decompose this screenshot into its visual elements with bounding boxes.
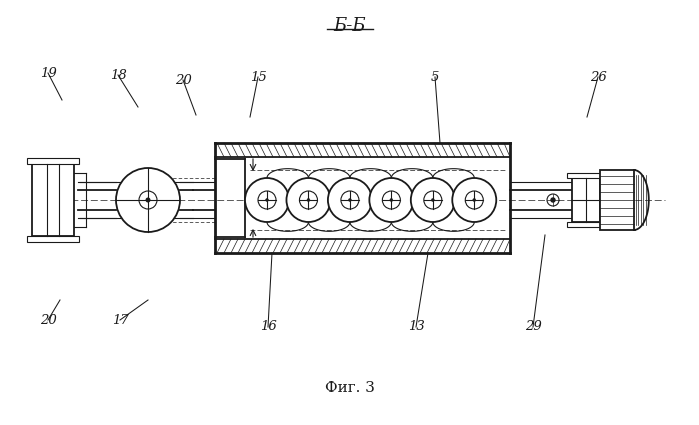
Circle shape [466, 191, 483, 209]
Circle shape [341, 191, 359, 209]
Circle shape [382, 191, 401, 209]
Text: 29: 29 [525, 320, 541, 334]
Circle shape [390, 198, 393, 201]
Bar [572, 178, 600, 222]
Circle shape [116, 168, 180, 232]
Text: 5: 5 [431, 71, 439, 83]
Circle shape [266, 198, 268, 201]
Text: 20: 20 [40, 314, 57, 326]
Circle shape [287, 178, 331, 222]
Bar [600, 170, 634, 230]
Circle shape [328, 178, 372, 222]
Circle shape [551, 198, 555, 202]
Text: Фиг. 3: Фиг. 3 [325, 381, 375, 395]
Bar [27, 236, 79, 242]
Bar [567, 222, 605, 227]
Circle shape [369, 178, 413, 222]
Text: 16: 16 [259, 320, 276, 334]
Circle shape [431, 198, 434, 201]
Text: 13: 13 [408, 320, 424, 334]
Circle shape [299, 191, 317, 209]
Text: Б-Б: Б-Б [333, 17, 366, 35]
Circle shape [139, 191, 157, 209]
Circle shape [146, 198, 150, 202]
Circle shape [348, 198, 352, 201]
Text: 15: 15 [250, 71, 266, 83]
Text: 18: 18 [110, 68, 127, 82]
Text: 26: 26 [590, 71, 606, 83]
Circle shape [547, 194, 559, 206]
Text: 19: 19 [40, 66, 57, 79]
Bar [567, 173, 605, 178]
Circle shape [452, 178, 496, 222]
Circle shape [258, 191, 276, 209]
Circle shape [424, 191, 442, 209]
Circle shape [473, 198, 476, 201]
Circle shape [307, 198, 310, 201]
Bar [27, 158, 79, 164]
Circle shape [245, 178, 289, 222]
Circle shape [411, 178, 455, 222]
Bar [32, 164, 74, 236]
Text: 17: 17 [112, 314, 129, 326]
Text: 20: 20 [175, 74, 192, 87]
